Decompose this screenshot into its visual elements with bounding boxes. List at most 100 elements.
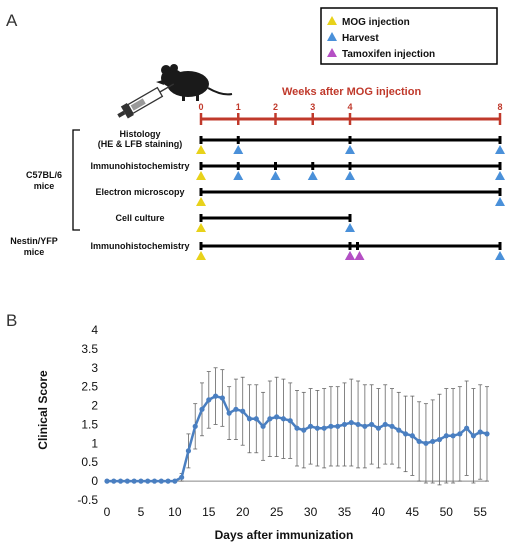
x-tick-label: 0: [104, 505, 111, 519]
data-point: [124, 478, 130, 484]
legend-label: Harvest: [342, 33, 379, 44]
row-label: Electron microscopy: [95, 187, 184, 197]
harvest-marker: [233, 145, 244, 154]
data-point: [348, 419, 354, 426]
data-point: [416, 438, 422, 445]
data-point: [328, 423, 334, 429]
harvest-marker: [495, 197, 505, 206]
data-point: [253, 416, 259, 422]
data-point: [402, 431, 409, 437]
data-point: [287, 418, 293, 424]
data-point: [477, 429, 483, 435]
row-label: Immunohistochemistry: [90, 241, 189, 251]
data-point: [226, 410, 232, 416]
harvest-marker: [345, 171, 355, 180]
group-label: Nestin/YFP: [10, 236, 58, 246]
data-point: [151, 478, 158, 484]
x-axis-title: Days after immunization: [215, 528, 354, 542]
timeline-tick-label: 8: [497, 102, 502, 112]
x-tick-label: 45: [406, 505, 420, 519]
x-tick-label: 30: [304, 505, 318, 519]
data-point: [362, 423, 368, 429]
group-label: mice: [34, 181, 55, 191]
x-tick-label: 40: [372, 505, 386, 519]
data-point: [307, 423, 314, 429]
mouse-icon: [156, 64, 233, 101]
data-point: [192, 423, 198, 429]
harvest-marker: [345, 223, 355, 232]
data-point: [321, 425, 327, 431]
y-tick-label: 2: [91, 399, 98, 413]
data-point: [464, 425, 470, 431]
data-point: [355, 421, 361, 428]
x-tick-label: 55: [474, 505, 488, 519]
row-label: Histology: [119, 129, 160, 139]
harvest-marker: [233, 171, 244, 180]
data-point: [450, 433, 456, 439]
data-point: [199, 406, 205, 412]
legend-box: [320, 7, 498, 65]
data-point: [470, 433, 477, 439]
data-point: [430, 438, 436, 445]
y-tick-label: 3.5: [81, 342, 98, 356]
y-tick-label: 1.5: [81, 417, 98, 431]
row-label: (HE & LFB staining): [98, 139, 183, 149]
x-tick-label: 35: [338, 505, 352, 519]
syringe-icon: [117, 83, 175, 119]
mog-injection-marker: [196, 251, 206, 260]
data-point: [233, 406, 239, 412]
data-point: [341, 421, 348, 428]
x-tick-label: 25: [270, 505, 284, 519]
y-tick-label: 0: [91, 474, 98, 488]
legend-marker: [327, 16, 337, 25]
data-point: [111, 478, 117, 484]
legend-items: MOG injection Harvest Tamoxifen injection: [327, 16, 435, 60]
data-point: [443, 433, 449, 439]
data-point: [280, 416, 287, 422]
timeline-tick-label: 2: [273, 102, 278, 112]
timeline-tick-label: 4: [347, 102, 352, 112]
legend: MOG injection Harvest Tamoxifen injection: [320, 7, 498, 65]
data-point: [246, 416, 253, 422]
group-bracket: [72, 129, 80, 231]
x-tick-label: 5: [138, 505, 145, 519]
data-point: [396, 427, 402, 433]
data-point: [382, 421, 388, 428]
data-point: [294, 425, 300, 431]
data-point: [423, 440, 429, 446]
data-point: [409, 433, 415, 439]
protocol-rows: Histology(HE & LFB staining) Immunohistoc…: [90, 129, 505, 260]
x-tick-label: 10: [168, 505, 182, 519]
timeline-title: Weeks after MOG injection: [282, 86, 421, 98]
y-axis-title: Clinical Score: [36, 370, 50, 450]
x-tick-label: 15: [202, 505, 216, 519]
harvest-marker: [270, 171, 281, 180]
data-point: [172, 478, 178, 484]
timeline-tick-label: 1: [236, 102, 241, 112]
data-point: [138, 478, 144, 484]
data-point: [117, 478, 124, 484]
data-point: [457, 431, 463, 437]
data-point: [267, 416, 273, 422]
tamoxifen-marker: [354, 251, 365, 260]
data-point: [179, 474, 185, 480]
data-point: [206, 397, 212, 403]
clinical-score-chart: -0.500.511.522.533.540 5 10 15 20 25 30 35 40 45 5…: [77, 323, 490, 519]
data-point: [104, 478, 110, 484]
data-point: [484, 431, 490, 437]
data-point: [314, 425, 320, 431]
legend-marker: [327, 48, 337, 57]
harvest-marker: [307, 171, 318, 180]
panel-b-label: B: [6, 311, 17, 330]
y-tick-label: 1: [91, 436, 98, 450]
mog-injection-marker: [196, 223, 206, 232]
mog-injection-marker: [196, 171, 206, 180]
legend-label: Tamoxifen injection: [342, 49, 435, 60]
y-tick-label: 3: [91, 361, 98, 375]
y-tick-label: 0.5: [81, 455, 98, 469]
data-point: [375, 425, 382, 431]
timeline-tick-label: 0: [198, 102, 203, 112]
row-label: Immunohistochemistry: [90, 161, 189, 171]
data-point: [335, 423, 341, 429]
